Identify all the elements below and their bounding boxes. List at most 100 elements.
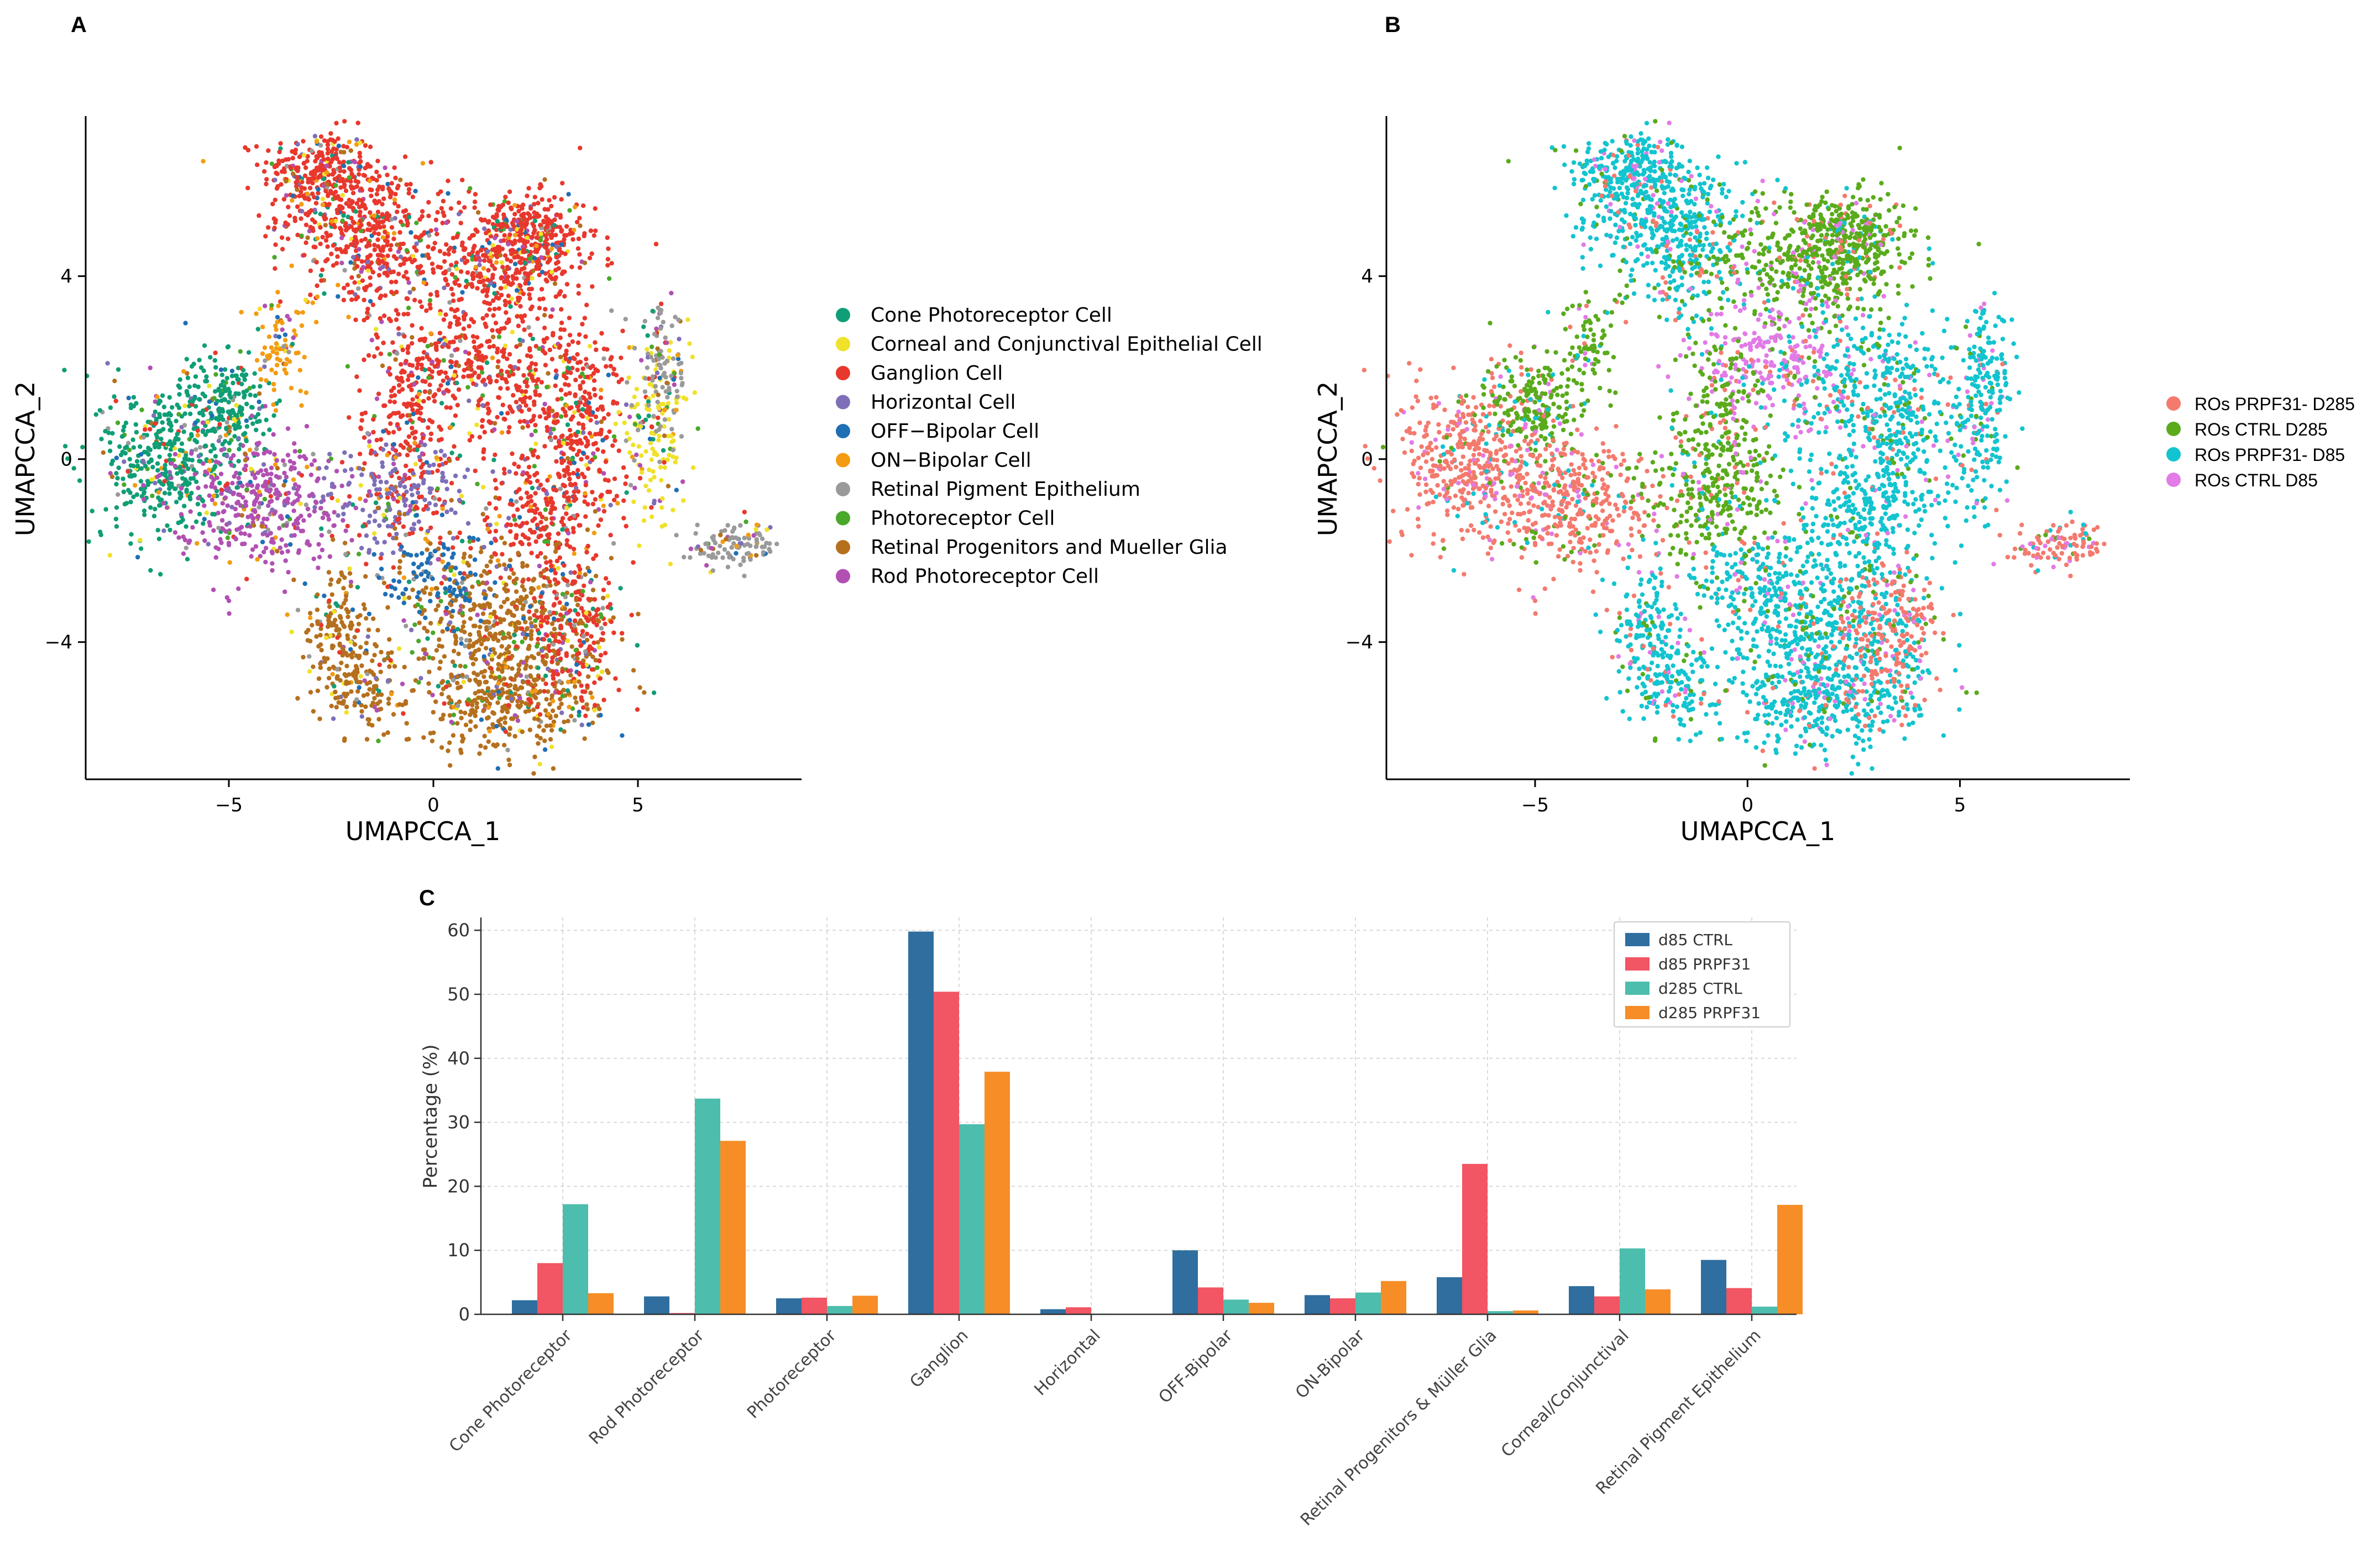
umap-a-point bbox=[430, 359, 435, 364]
umap-a-point bbox=[532, 218, 538, 223]
umap-a-point bbox=[295, 696, 300, 701]
umap-a-point bbox=[381, 313, 387, 318]
umap-a-point bbox=[525, 627, 530, 632]
umap-a-point bbox=[564, 601, 569, 607]
umap-a-point bbox=[504, 277, 509, 282]
umap-a-point bbox=[579, 457, 584, 462]
umap-a-point bbox=[645, 347, 650, 352]
umap-a-point bbox=[427, 669, 432, 674]
umap-a-point bbox=[561, 458, 567, 463]
umap-a-point bbox=[668, 562, 673, 567]
umap-a-point bbox=[327, 667, 332, 672]
umap-a-point bbox=[525, 384, 530, 389]
umap-a-point bbox=[495, 328, 500, 333]
umap-a-point bbox=[370, 270, 375, 275]
umap-a-point bbox=[527, 287, 532, 292]
umap-a-point bbox=[393, 448, 399, 453]
umap-a-point bbox=[731, 557, 736, 562]
umap-a-point bbox=[463, 284, 469, 290]
umap-a-point bbox=[350, 199, 355, 204]
umap-a-point bbox=[654, 452, 659, 458]
umap-a-point bbox=[605, 235, 610, 240]
umap-a-point bbox=[495, 700, 500, 705]
umap-a-point bbox=[488, 631, 493, 637]
umap-a-point bbox=[328, 131, 333, 136]
umap-a-point bbox=[487, 307, 492, 312]
umap-a-point bbox=[451, 298, 456, 303]
umap-a-point bbox=[331, 537, 336, 542]
umap-a-point bbox=[93, 412, 98, 417]
umap-a-point bbox=[455, 535, 460, 540]
umap-a-point bbox=[432, 364, 438, 369]
umap-a-point bbox=[368, 144, 373, 149]
umap-a-point bbox=[467, 324, 472, 329]
umap-a-point bbox=[588, 690, 593, 695]
umap-a-point bbox=[496, 689, 501, 694]
umap-a-point bbox=[484, 679, 489, 685]
umap-a-point bbox=[366, 444, 372, 449]
umap-a-point bbox=[484, 360, 490, 365]
umap-a-point bbox=[470, 662, 476, 667]
umap-a-point bbox=[574, 700, 579, 705]
umap-a-point bbox=[109, 462, 114, 466]
umap-a-point bbox=[601, 504, 606, 508]
umap-a-point bbox=[189, 433, 194, 439]
umap-a-point bbox=[585, 455, 590, 460]
umap-a-point bbox=[441, 358, 446, 363]
umap-a-point bbox=[396, 271, 401, 276]
umap-a-point bbox=[350, 650, 355, 655]
umap-a-point bbox=[482, 283, 487, 288]
umap-a-point bbox=[661, 319, 666, 324]
umap-a-point bbox=[185, 557, 190, 562]
umap-a-point bbox=[661, 373, 666, 378]
umap-a-point bbox=[502, 715, 507, 720]
umap-a-point bbox=[126, 395, 131, 401]
umap-a-point bbox=[576, 621, 582, 626]
umap-a-point bbox=[572, 489, 577, 494]
umap-a-point bbox=[528, 306, 533, 312]
umap-a-point bbox=[507, 232, 512, 237]
umap-a-point bbox=[433, 345, 439, 351]
umap-a-point bbox=[371, 354, 377, 359]
umap-a-point bbox=[501, 212, 506, 217]
umap-a-point bbox=[318, 665, 323, 670]
umap-a-point bbox=[129, 532, 134, 537]
umap-a-point bbox=[481, 485, 486, 490]
umap-a-point bbox=[493, 580, 498, 585]
umap-a-point bbox=[560, 591, 565, 597]
umap-a-point bbox=[575, 246, 581, 251]
umap-a-point bbox=[481, 569, 487, 574]
umap-a-point bbox=[671, 356, 676, 361]
umap-a-point bbox=[530, 234, 535, 239]
umap-a-point bbox=[160, 420, 165, 425]
umap-a-point bbox=[552, 590, 557, 595]
umap-a-point bbox=[385, 181, 390, 187]
umap-a-point bbox=[478, 271, 483, 276]
umap-a-point bbox=[512, 212, 517, 217]
umap-a-point bbox=[746, 550, 751, 556]
umap-a-point bbox=[505, 356, 510, 361]
umap-a-point bbox=[377, 219, 382, 224]
umap-a-point bbox=[387, 532, 392, 537]
umap-a-point bbox=[388, 195, 393, 200]
umap-a-point bbox=[374, 708, 379, 713]
umap-a-point bbox=[122, 482, 127, 487]
umap-a-point bbox=[468, 719, 473, 724]
umap-a-point bbox=[646, 403, 651, 408]
umap-a-point bbox=[557, 679, 562, 684]
umap-a-point bbox=[305, 638, 311, 643]
umap-a-point bbox=[724, 537, 729, 542]
umap-a-point bbox=[371, 552, 376, 557]
umap-a-point bbox=[669, 433, 674, 439]
umap-a-point bbox=[554, 254, 559, 260]
umap-a-point bbox=[531, 771, 536, 776]
umap-a-point bbox=[410, 431, 415, 436]
umap-a-point bbox=[213, 350, 218, 355]
umap-a-point bbox=[476, 402, 481, 408]
umap-a-point bbox=[331, 716, 336, 721]
umap-a-point bbox=[527, 292, 532, 297]
umap-a-point bbox=[325, 151, 331, 156]
umap-a-point bbox=[493, 478, 498, 483]
umap-a-point bbox=[632, 485, 637, 491]
umap-a-point bbox=[730, 536, 736, 541]
